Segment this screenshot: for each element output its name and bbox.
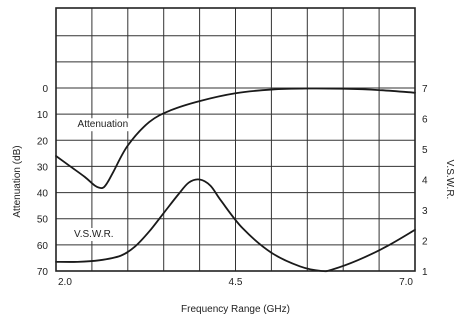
left-tick-label: 70 [37,267,49,278]
left-tick-label: 50 [37,215,49,226]
left-tick-label: 20 [37,136,49,147]
x-tick-label: 4.5 [229,277,243,288]
left-tick-labels: 0 10 20 30 40 50 60 70 [37,84,49,278]
annotation-background [71,228,116,242]
right-tick-labels: 1 2 3 4 5 6 7 [422,84,428,278]
right-tick-label: 2 [422,237,428,248]
right-tick-label: 1 [422,267,428,278]
series-line-attenuation [55,87,416,190]
series-layer [55,87,416,273]
right-tick-label: 6 [422,115,428,126]
right-tick-label: 4 [422,176,428,187]
left-tick-label: 30 [37,162,49,173]
left-tick-label: 40 [37,189,49,200]
annotation-layer: Attenuation V.S.W.R. [71,118,131,242]
right-tick-label: 5 [422,145,428,156]
left-tick-label: 60 [37,241,49,252]
right-tick-label: 7 [422,84,428,95]
plot-frame [55,7,416,272]
left-tick-label: 10 [37,110,49,121]
x-tick-labels: 2.0 4.5 7.0 [58,277,413,288]
x-tick-label: 2.0 [58,277,72,288]
annotation-label: V.S.W.R. [74,229,114,240]
annotation-background [75,118,131,132]
right-tick-label: 3 [422,206,428,217]
left-axis-label: Attenuation (dB) [12,145,23,217]
x-axis-label: Frequency Range (GHz) [181,304,290,315]
left-tick-label: 0 [42,84,48,95]
series-line-v-s-w-r [55,178,416,273]
annotation-label: Attenuation [78,119,129,130]
right-axis-label: V.S.W.R. [444,160,455,200]
x-tick-label: 7.0 [399,277,413,288]
